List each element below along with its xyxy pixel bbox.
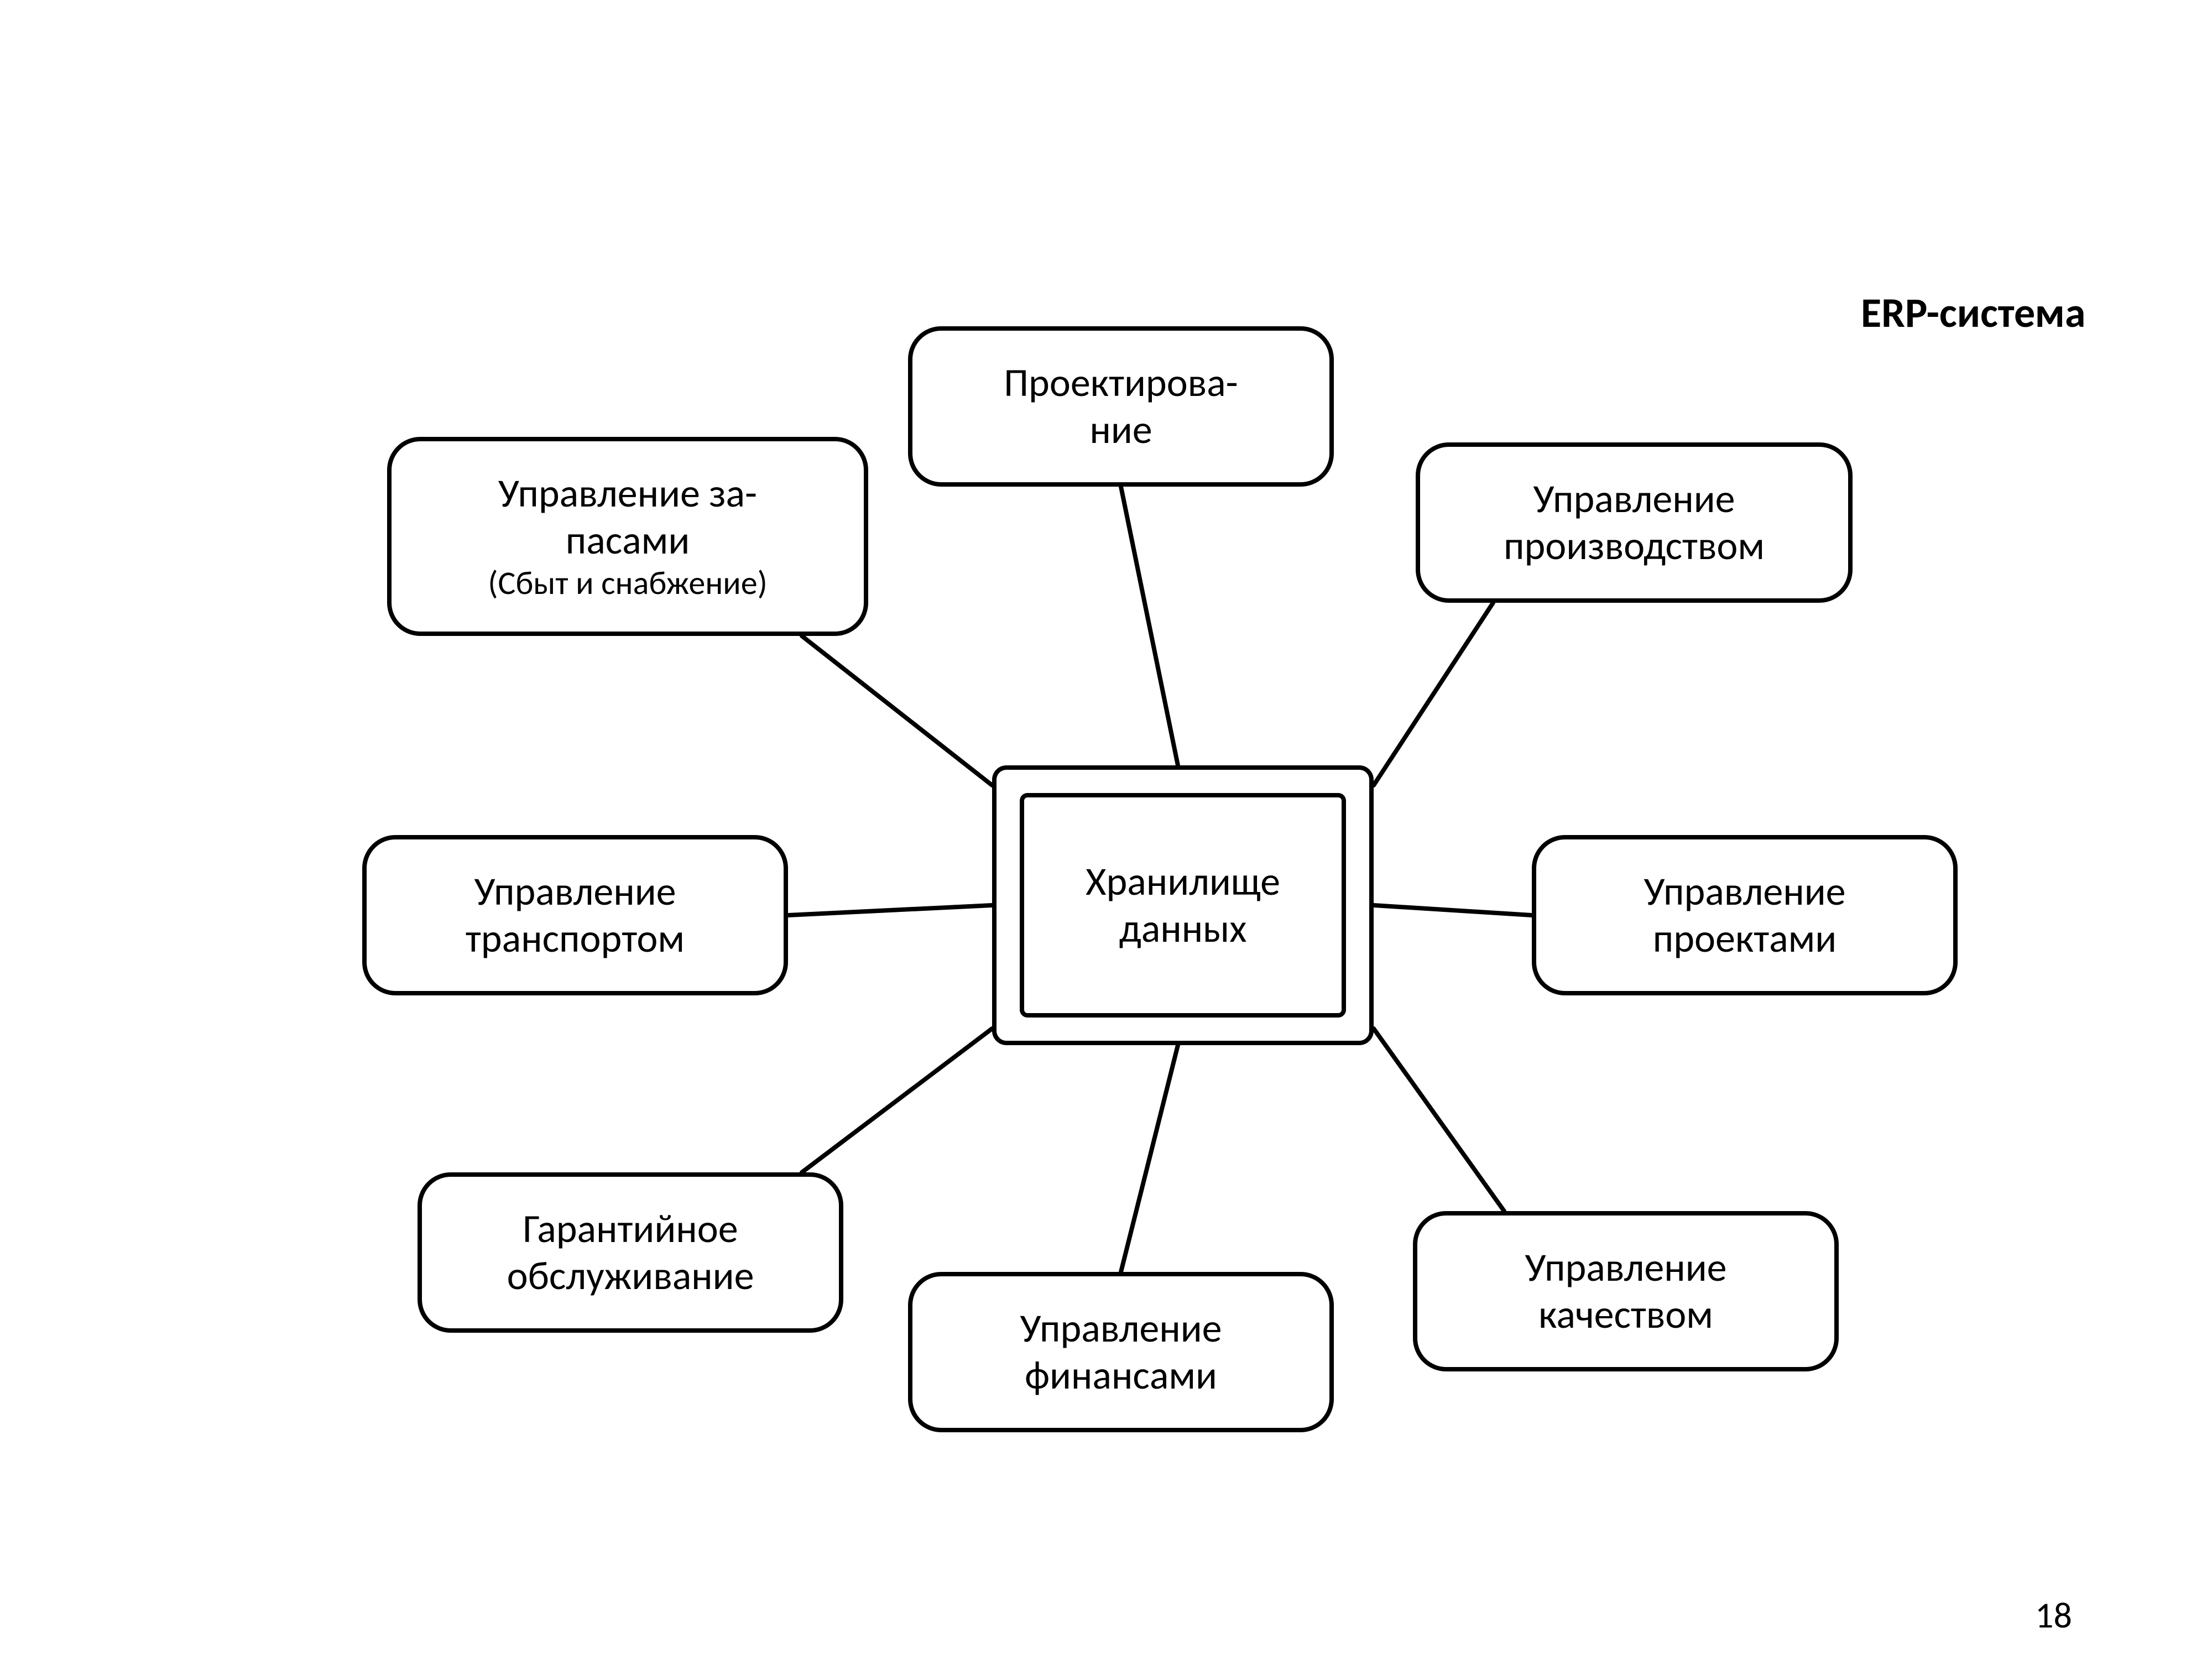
node-line: Управление — [1020, 1305, 1222, 1352]
node-line: финансами — [1025, 1352, 1217, 1399]
center-line2: данных — [1119, 905, 1247, 952]
node-line: Гарантийное — [523, 1206, 738, 1253]
node-subline: (Сбыт и снабжение) — [488, 564, 768, 603]
node-n_inventory: Управление за-пасами(Сбыт и снабжение) — [387, 437, 868, 636]
node-n_quality: Управлениекачеством — [1413, 1211, 1839, 1371]
node-line: Управление — [1533, 476, 1735, 523]
node-line: Управление — [1525, 1244, 1727, 1291]
node-n_warranty: Гарантийноеобслуживание — [418, 1172, 843, 1333]
node-line: пасами — [566, 517, 690, 564]
edge — [1374, 905, 1532, 915]
node-n_projects: Управлениепроектами — [1532, 835, 1958, 995]
edge — [1374, 1029, 1504, 1211]
node-n_design: Проектирова-ние — [908, 326, 1334, 487]
node-line: транспортом — [466, 915, 685, 962]
node-n_transport: Управлениетранспортом — [362, 835, 788, 995]
node-n_finance: Управлениефинансами — [908, 1272, 1334, 1432]
diagram-stage: ERP-система Хранилище данных 18 Проектир… — [0, 0, 2212, 1659]
node-line: обслуживание — [507, 1253, 754, 1300]
page-number: 18 — [2035, 1593, 2072, 1637]
node-line: Управление за- — [498, 470, 757, 517]
node-line: проектами — [1653, 915, 1837, 962]
edge — [1121, 487, 1178, 765]
edge — [802, 1029, 992, 1172]
node-line: ние — [1089, 406, 1152, 453]
diagram-title: ERP-система — [1861, 288, 2085, 338]
edge — [802, 636, 992, 785]
node-line: Проектирова- — [1004, 359, 1238, 406]
node-line: Управление — [1644, 868, 1846, 915]
center-line1: Хранилище — [1086, 858, 1280, 905]
node-n_production: Управлениепроизводством — [1416, 442, 1853, 603]
center-node: Хранилище данных — [1020, 793, 1346, 1018]
edge — [1374, 603, 1493, 785]
node-line: Управление — [474, 868, 676, 915]
edge — [788, 905, 992, 915]
node-line: качеством — [1538, 1291, 1713, 1338]
edge — [1121, 1045, 1178, 1272]
node-line: производством — [1504, 523, 1765, 570]
